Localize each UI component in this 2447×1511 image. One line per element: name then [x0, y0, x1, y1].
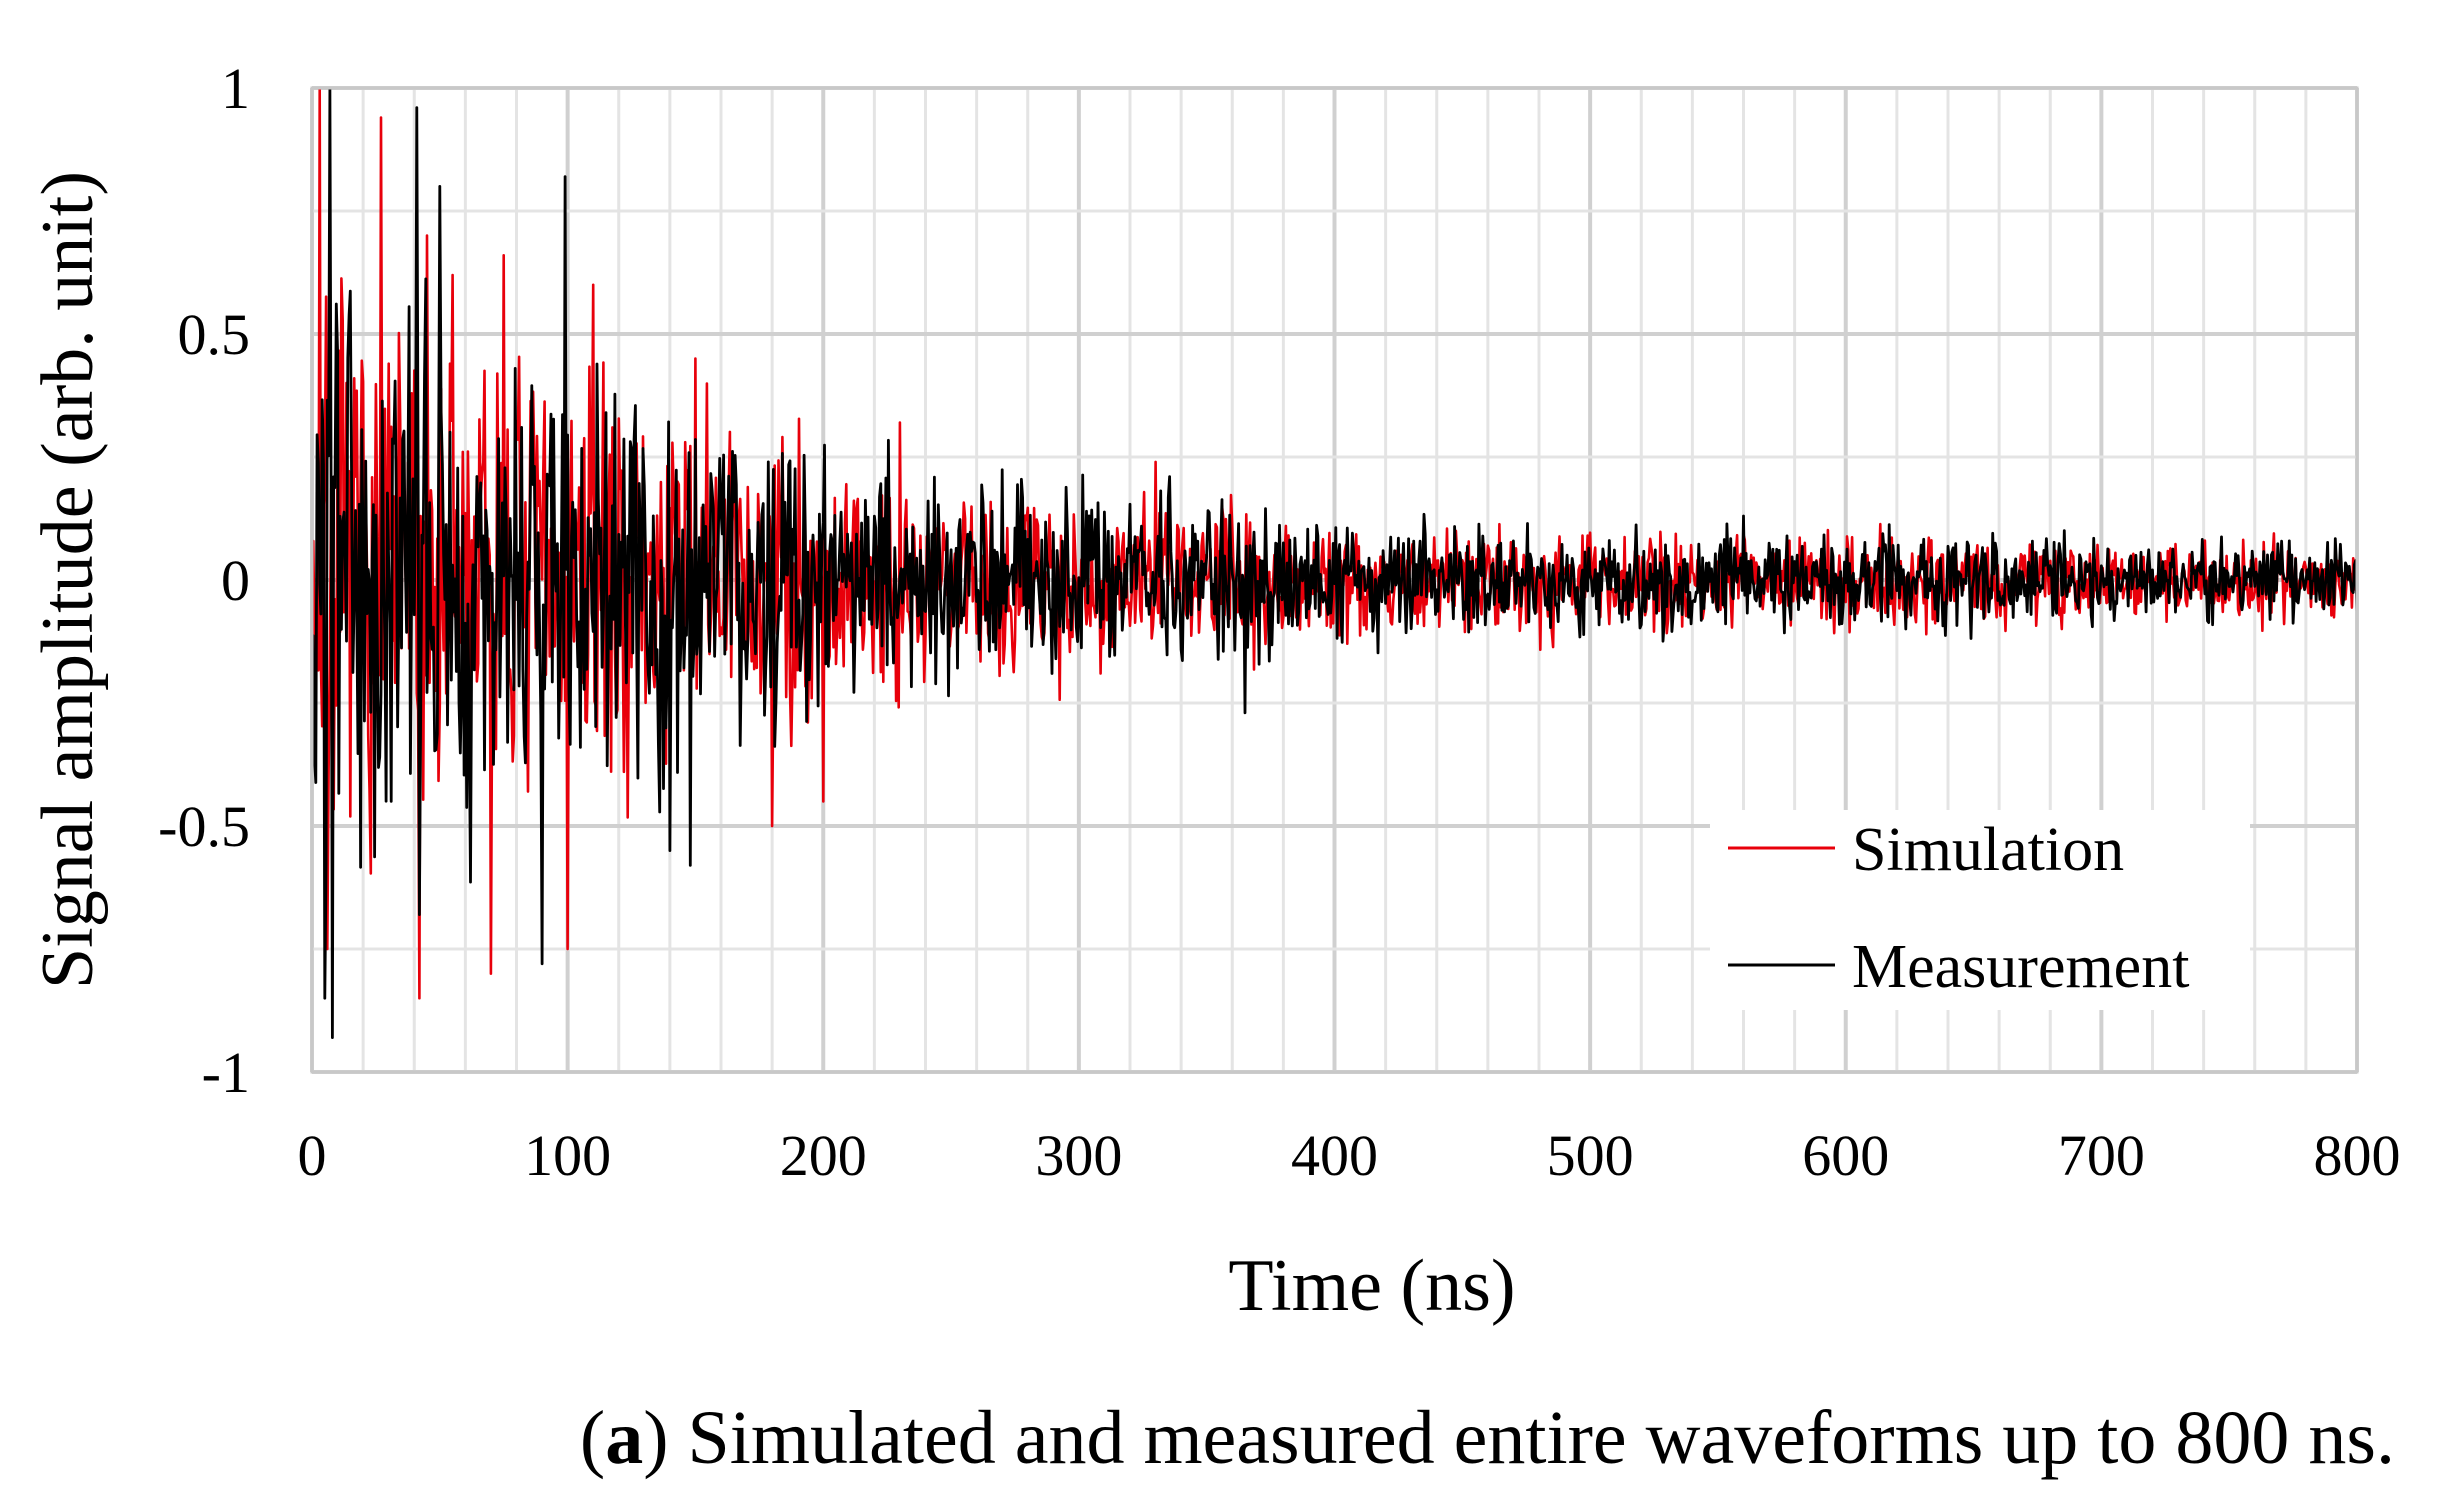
x-tick-label: 300 — [1035, 1123, 1122, 1188]
caption-text: Simulated and measured entire waveforms … — [687, 1396, 2395, 1480]
legend-label-measurement: Measurement — [1852, 933, 2189, 1001]
x-tick-label: 700 — [2058, 1123, 2145, 1188]
x-axis-ticks: 0 100 200 300 400 500 600 700 800 — [298, 1123, 2401, 1188]
x-tick-label: 800 — [2314, 1123, 2401, 1188]
waveform-chart: 0 100 200 300 400 500 600 700 800 1 0.5 0 -0.5 -1 Ti… — [27, 56, 2401, 1327]
y-tick-label: -1 — [202, 1040, 250, 1105]
x-tick-label: 600 — [1802, 1123, 1889, 1188]
y-axis-title: Signal amplitude (arb. unit) — [27, 171, 109, 989]
x-tick-label: 200 — [780, 1123, 867, 1188]
x-tick-label: 0 — [298, 1123, 327, 1188]
caption-label: a — [605, 1396, 644, 1480]
y-tick-label: 0 — [221, 548, 250, 613]
y-tick-label: 1 — [221, 56, 250, 121]
x-tick-label: 400 — [1291, 1123, 1378, 1188]
y-axis-ticks: 1 0.5 0 -0.5 -1 — [158, 56, 250, 1105]
x-tick-label: 500 — [1547, 1123, 1634, 1188]
y-tick-label: -0.5 — [158, 794, 250, 859]
x-tick-label: 100 — [524, 1123, 611, 1188]
series-line-measurement — [310, 86, 2359, 1039]
figure-caption: (a) Simulated and measured entire wavefo… — [579, 1396, 2395, 1480]
plot-frame — [310, 86, 2359, 1074]
legend: Simulation Measurement — [1710, 810, 2250, 1010]
plot-area — [310, 86, 2359, 1039]
x-axis-title: Time (ns) — [1228, 1245, 1515, 1327]
legend-label-simulation: Simulation — [1852, 816, 2124, 884]
y-tick-label: 0.5 — [178, 302, 251, 367]
legend-background — [1710, 810, 2250, 1010]
